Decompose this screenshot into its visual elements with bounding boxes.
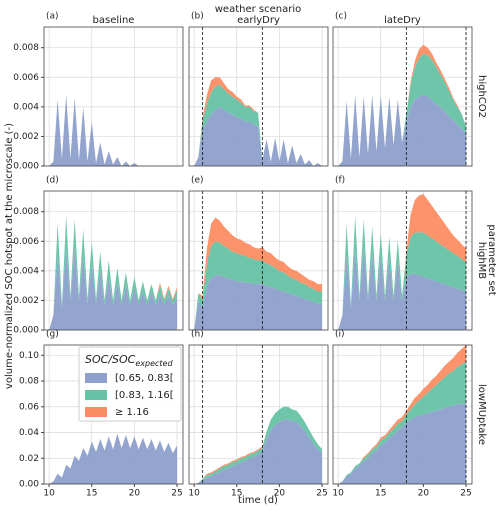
area (49, 433, 178, 484)
x-tick-label: 10 (332, 489, 344, 499)
legend-box (78, 346, 182, 422)
y-tick-label: 0.10 (19, 351, 39, 361)
legend-swatch (85, 390, 107, 400)
area (338, 95, 467, 166)
x-tick-label: 20 (418, 489, 430, 499)
area (194, 217, 323, 330)
panel: 0.00 0.02 0.04 0.06 0.08 0.10 10 15 20 25 (g) SOC/S… (19, 330, 184, 499)
panel-frame (188, 190, 329, 331)
area (338, 345, 467, 484)
row-label: highCO2 (476, 75, 487, 118)
column-title: lateDry (384, 15, 421, 26)
legend-title: SOC/SOCexpected (85, 353, 173, 368)
legend-label: ≥ 1.16 (115, 407, 149, 418)
panel-frame (332, 190, 473, 331)
legend-title-main: SOC/SOC (85, 353, 136, 366)
area (49, 248, 178, 330)
panel: (f) highMB (332, 176, 487, 331)
panel-label: (i) (335, 330, 345, 340)
y-tick-label: 0.004 (13, 266, 39, 276)
legend-title-sub: expected (135, 359, 173, 368)
panel-frame (188, 344, 329, 485)
y-tick-label: 0.000 (13, 162, 39, 172)
panel-label: (d) (46, 176, 59, 186)
panel: (c) lateDry highCO2 (332, 12, 487, 167)
panel-frame (43, 26, 184, 167)
x-axis-label: time (d) (238, 495, 278, 506)
area (194, 106, 323, 166)
panel: 10 15 20 25 (h) (188, 330, 329, 499)
row-group-label: parameter set (486, 224, 497, 295)
y-tick-label: 0.008 (13, 207, 39, 217)
area (194, 406, 323, 484)
area (338, 193, 467, 330)
y-tick-label: 0.04 (19, 428, 39, 438)
panel: 0.000 0.002 0.004 0.006 0.008 (d) (13, 176, 184, 336)
legend-swatch (85, 407, 107, 417)
y-tick-label: 0.004 (13, 102, 39, 112)
y-tick-label: 0.000 (13, 326, 39, 336)
area (338, 248, 467, 330)
panel-frame (332, 26, 473, 167)
x-tick-label: 20 (129, 489, 141, 499)
y-tick-label: 0.006 (13, 237, 39, 247)
area (194, 84, 323, 166)
y-tick-label: 0.08 (19, 377, 39, 387)
area (338, 216, 467, 330)
column-title: baseline (93, 15, 135, 26)
y-axis-label: volume-normalized SOC hotspot at the mic… (4, 123, 15, 389)
panel-label: (e) (191, 176, 204, 186)
panel-frame (43, 344, 184, 485)
area (194, 419, 323, 484)
x-tick-label: 15 (375, 489, 386, 499)
y-tick-label: 0.008 (13, 43, 39, 53)
x-tick-label: 25 (316, 489, 327, 499)
y-tick-label: 0.002 (13, 296, 39, 306)
x-tick-label: 25 (171, 489, 182, 499)
area (49, 95, 178, 166)
area (194, 275, 323, 330)
area (338, 402, 467, 484)
y-tick-label: 0.00 (19, 480, 39, 490)
panel-frame (332, 344, 473, 485)
panel: (e) (188, 176, 329, 331)
y-tick-label: 0.02 (19, 454, 39, 464)
legend-label: [0.65, 0.83[ (115, 373, 174, 384)
panel-frame (43, 190, 184, 331)
x-tick-label: 15 (231, 489, 242, 499)
y-tick-label: 0.06 (19, 402, 39, 412)
x-tick-label: 20 (274, 489, 286, 499)
legend-swatch (85, 373, 107, 383)
panel-label: (a) (46, 12, 59, 22)
panel-label: (f) (335, 176, 345, 186)
area (338, 53, 467, 167)
panel-label: (c) (335, 12, 347, 22)
panel-label: (h) (191, 330, 204, 340)
legend-label: [0.83, 1.16[ (115, 390, 174, 401)
panel-label: (g) (46, 330, 59, 340)
x-tick-label: 15 (86, 489, 97, 499)
y-tick-label: 0.006 (13, 73, 39, 83)
panel-frame (188, 26, 329, 167)
figure-title: weather scenario (215, 4, 302, 15)
y-tick-label: 0.002 (13, 132, 39, 142)
panel: 10 15 20 25 (i) lowMUptake (332, 330, 487, 499)
area (194, 406, 323, 484)
column-title: earlyDry (237, 15, 280, 26)
row-label: highMB (476, 242, 487, 279)
area (194, 241, 323, 330)
x-tick-label: 25 (460, 489, 471, 499)
panel: (b) earlyDry (188, 12, 329, 167)
panel-label: (b) (191, 12, 204, 22)
area (338, 361, 467, 484)
panel: 0.000 0.002 0.004 0.006 0.008 (a) baseline (13, 12, 184, 172)
x-tick-label: 10 (188, 489, 200, 499)
row-label: lowMUptake (476, 384, 487, 445)
x-tick-label: 10 (43, 489, 55, 499)
